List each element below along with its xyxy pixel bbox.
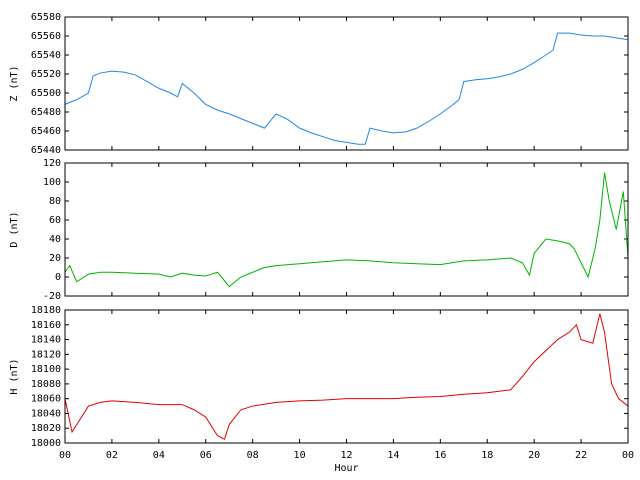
y-tick-label: -20 [43, 291, 61, 302]
y-tick-label: 20 [49, 253, 61, 264]
y-tick-label: 18020 [31, 423, 61, 434]
x-tick-label: 20 [528, 450, 540, 461]
x-tick-label: 12 [340, 450, 352, 461]
y-tick-label: 100 [43, 177, 61, 188]
x-tick-label: 16 [434, 450, 446, 461]
y-tick-label: 18140 [31, 335, 61, 346]
plot-frame [64, 16, 629, 151]
x-tick-label: 08 [247, 450, 259, 461]
y-tick-label: 65540 [31, 50, 61, 61]
y-tick-label: 65480 [31, 107, 61, 118]
y-tick-label: 18040 [31, 408, 61, 419]
x-tick-label: 10 [294, 450, 306, 461]
y-tick-label: 18160 [31, 320, 61, 331]
x-axis-label: Hour [334, 463, 358, 474]
x-tick-label: 00 [622, 450, 634, 461]
y-axis-label: Z (nT) [9, 65, 20, 101]
y-axis-label: D (nT) [9, 211, 20, 247]
x-tick-label: 00 [59, 450, 71, 461]
y-tick-label: 40 [49, 234, 61, 245]
y-tick-label: 65560 [31, 31, 61, 42]
y-tick-label: 65440 [31, 145, 61, 156]
plot-frame [64, 162, 629, 297]
y-tick-label: 18080 [31, 379, 61, 390]
y-tick-label: 18100 [31, 364, 61, 375]
x-tick-label: 22 [575, 450, 587, 461]
y-tick-label: 120 [43, 158, 61, 169]
y-axis-label: H (nT) [9, 358, 20, 394]
y-tick-label: 0 [55, 272, 61, 283]
y-tick-label: 18060 [31, 394, 61, 405]
y-tick-label: 65520 [31, 69, 61, 80]
y-tick-label: 65460 [31, 126, 61, 137]
y-tick-label: 18180 [31, 305, 61, 316]
data-line [64, 32, 629, 145]
x-tick-label: 06 [200, 450, 212, 461]
x-tick-label: 18 [481, 450, 493, 461]
plot-frame [64, 309, 629, 444]
y-tick-label: 18120 [31, 349, 61, 360]
data-line [64, 313, 629, 441]
y-tick-label: 65580 [31, 12, 61, 23]
y-tick-label: 60 [49, 215, 61, 226]
x-tick-label: 14 [387, 450, 399, 461]
x-tick-label: 04 [153, 450, 165, 461]
y-tick-label: 80 [49, 196, 61, 207]
y-tick-label: 18000 [31, 438, 61, 449]
x-tick-label: 02 [106, 450, 118, 461]
data-line [64, 172, 629, 288]
y-tick-label: 65500 [31, 88, 61, 99]
